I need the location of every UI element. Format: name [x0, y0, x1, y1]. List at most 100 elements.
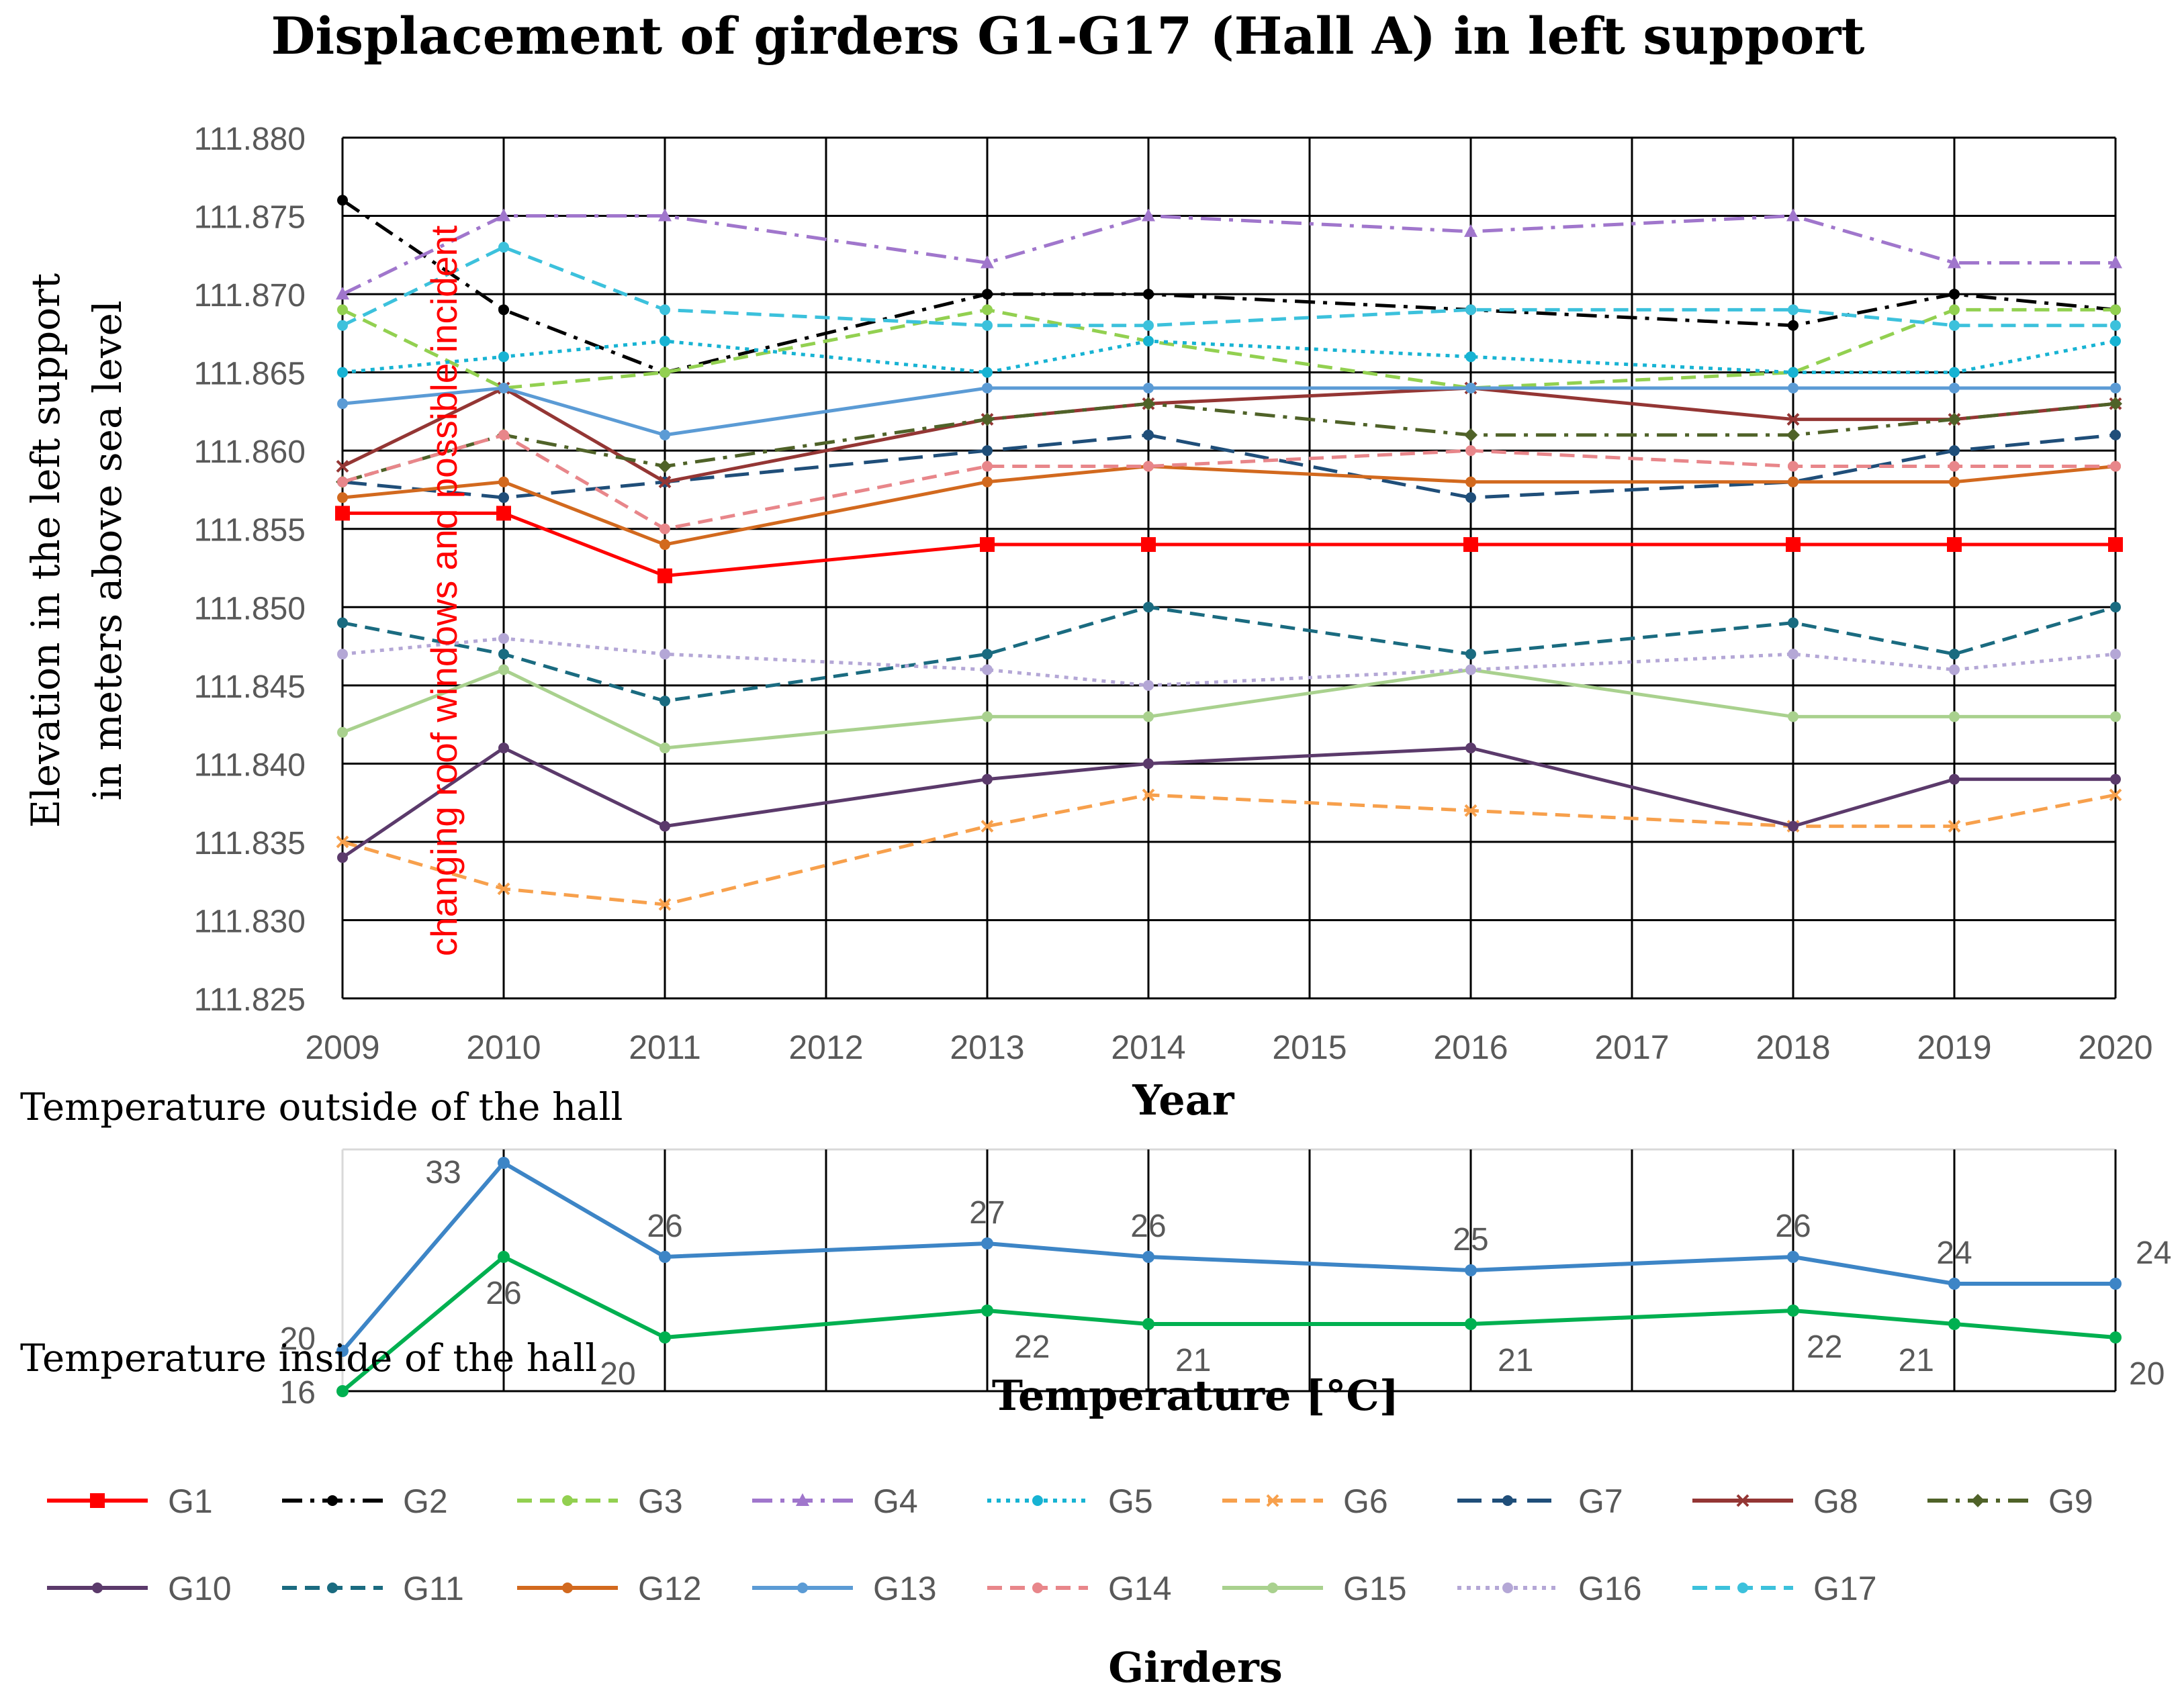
y-tick-label: 111.860: [194, 434, 306, 470]
data-point: [1949, 289, 1960, 300]
legend-label: G10: [168, 1570, 232, 1607]
data-point: [327, 1583, 338, 1593]
data-point: [498, 429, 509, 440]
data-point: [658, 459, 672, 473]
series-g5: [337, 336, 2121, 378]
temp-axis-title: Temperature [°C]: [992, 1371, 1399, 1420]
y-axis-title-line-2: in meters above sea level: [85, 301, 130, 801]
data-point: [336, 835, 349, 849]
data-point: [498, 492, 509, 504]
y-tick-label: 111.865: [194, 357, 306, 392]
data-point: [2110, 382, 2121, 393]
data-point: [1032, 1583, 1043, 1593]
data-point: [1948, 412, 1961, 426]
data-point: [1464, 224, 1477, 237]
data-point: [659, 304, 670, 316]
series-line: [342, 605, 2116, 703]
series-g16: [337, 632, 2121, 691]
data-point: [1465, 476, 1476, 487]
temp-point: [659, 1251, 671, 1263]
legend-item-g15: G15: [1222, 1570, 1407, 1607]
legend-label: G1: [168, 1482, 213, 1520]
temp-point: [1465, 1264, 1477, 1276]
data-point: [2110, 320, 2121, 331]
x-tick-label: 2014: [1111, 1029, 1185, 1066]
legend-label: G11: [403, 1570, 464, 1607]
data-point: [1788, 304, 1799, 316]
temp-point: [498, 1157, 510, 1169]
data-point: [2110, 602, 2121, 613]
data-point: [1786, 208, 1800, 222]
series-g1: [335, 506, 2123, 583]
temp-data-label: 20: [2129, 1356, 2165, 1392]
data-point: [1266, 1494, 1279, 1507]
x-tick-label: 2015: [1272, 1029, 1347, 1066]
temp-data-label: 24: [2136, 1235, 2171, 1271]
data-point: [327, 1495, 338, 1506]
data-point: [1949, 649, 1960, 660]
series-g9: [336, 397, 2122, 489]
data-point: [982, 445, 993, 457]
data-point: [1463, 537, 1478, 553]
data-point: [337, 195, 348, 206]
data-point: [1949, 304, 1960, 316]
data-point: [981, 255, 994, 269]
data-point: [1788, 320, 1799, 331]
legend-label: G9: [2048, 1482, 2093, 1520]
data-point: [498, 476, 509, 487]
data-point: [982, 304, 993, 316]
data-point: [337, 320, 348, 331]
legend-label: G12: [638, 1570, 702, 1607]
data-point: [1949, 711, 1960, 722]
data-point: [1143, 711, 1154, 722]
x-tick-label: 2019: [1917, 1029, 1991, 1066]
series-g13: [337, 382, 2121, 440]
data-point: [336, 287, 349, 300]
data-point: [337, 726, 348, 738]
y-tick-label: 111.880: [194, 122, 306, 157]
temp-data-label: 26: [486, 1276, 521, 1311]
temp-point: [336, 1345, 349, 1357]
legend-item-g9: G9: [1927, 1482, 2093, 1520]
temp-series: 33 26 27 26 25 26 24 24 26 20 22 21 21 22 21 20: [336, 1155, 2171, 1397]
temp-point: [336, 1385, 349, 1397]
data-point: [1143, 382, 1154, 393]
data-point: [659, 820, 670, 832]
data-point: [1949, 664, 1960, 675]
data-point: [1737, 1583, 1748, 1593]
label-temp-inside: Temperature inside of the hall: [20, 1337, 597, 1380]
data-point: [2108, 537, 2123, 553]
data-point: [980, 537, 995, 553]
y-tick-labels: 111.880 111.875 111.870 111.865 111.860 111.8…: [194, 122, 306, 1018]
data-point: [1786, 537, 1801, 553]
data-point: [2109, 255, 2122, 269]
data-point: [337, 304, 348, 316]
y-tick-label: 111.870: [194, 278, 306, 314]
annotation-roof-windows: changing roof windows and possible incid…: [423, 226, 465, 956]
legend-label: G4: [873, 1482, 918, 1520]
data-point: [659, 696, 670, 707]
y-tick-label: 111.845: [194, 669, 306, 705]
temp-data-label: 27: [969, 1195, 1005, 1231]
data-point: [498, 649, 509, 660]
data-point: [2110, 773, 2121, 785]
legend-item-g11: G11: [282, 1570, 464, 1607]
temp-point: [1948, 1278, 1960, 1290]
data-point: [1465, 304, 1476, 316]
temp-point: [1142, 1251, 1154, 1263]
data-point: [1948, 820, 1961, 833]
data-point: [498, 664, 509, 675]
legend-title: Girders: [1108, 1643, 1283, 1692]
data-point: [2110, 304, 2121, 316]
legend-item-g7: G7: [1457, 1482, 1623, 1520]
data-point: [1788, 649, 1799, 660]
series-line: [342, 636, 2116, 688]
series-line: [342, 433, 2115, 531]
data-point: [1736, 1494, 1749, 1507]
data-point: [1788, 367, 1799, 378]
data-point: [1788, 820, 1799, 832]
data-point: [1032, 1495, 1043, 1506]
legend-item-g13: G13: [752, 1570, 937, 1607]
legend-item-g5: G5: [987, 1482, 1153, 1520]
series-line: [342, 464, 2116, 547]
